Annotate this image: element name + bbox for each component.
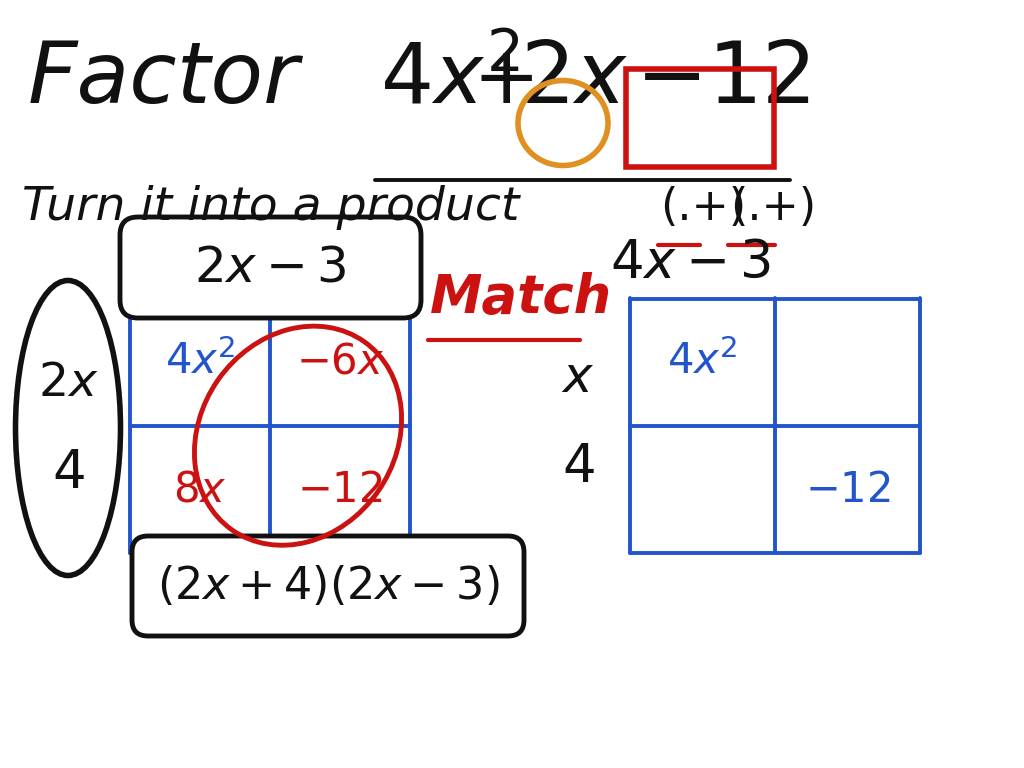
Ellipse shape (15, 280, 121, 575)
Text: Factor: Factor (28, 38, 299, 121)
FancyBboxPatch shape (132, 536, 524, 636)
Text: $+$: $+$ (472, 42, 532, 120)
Text: (.+): (.+) (660, 186, 746, 229)
Text: Turn it into a product: Turn it into a product (22, 185, 519, 230)
Text: $8x$: $8x$ (173, 468, 226, 511)
Text: $2x - 3$: $2x - 3$ (194, 243, 346, 293)
Text: $4x - 3$: $4x - 3$ (610, 238, 771, 289)
Text: $(2x+4)(2x-3)$: $(2x+4)(2x-3)$ (157, 564, 500, 608)
Text: $4x^2$: $4x^2$ (380, 40, 519, 120)
Text: $2x$: $2x$ (38, 360, 98, 406)
Text: $4$: $4$ (561, 442, 594, 494)
Text: $-12$: $-12$ (805, 468, 890, 511)
Text: $4x^2$: $4x^2$ (668, 340, 738, 382)
Text: (.+): (.+) (730, 186, 816, 229)
Text: $4x^2$: $4x^2$ (165, 340, 236, 382)
Text: Match: Match (430, 272, 612, 324)
Text: $-12$: $-12$ (297, 468, 383, 511)
Text: $x$: $x$ (561, 353, 595, 402)
Text: $-12$: $-12$ (635, 38, 810, 121)
Text: $2x$: $2x$ (520, 38, 629, 121)
FancyBboxPatch shape (120, 217, 421, 318)
Text: $4$: $4$ (51, 448, 84, 498)
Text: $-6x$: $-6x$ (296, 340, 384, 382)
